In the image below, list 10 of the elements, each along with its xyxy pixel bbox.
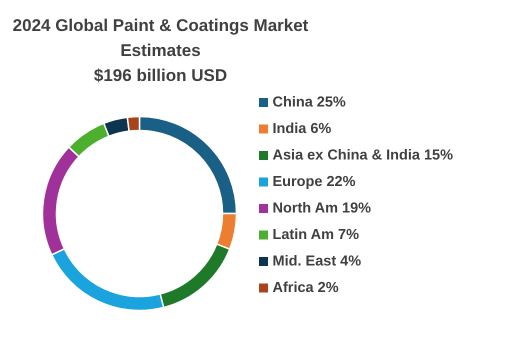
legend-label: North Am 19%: [272, 200, 372, 216]
legend-label: Latin Am 7%: [272, 227, 360, 243]
legend-label: Europe 22%: [272, 174, 356, 190]
chart-title: 2024 Global Paint & Coatings Market Estimates: [12, 16, 309, 60]
legend-label: Mid. East 4%: [272, 254, 362, 270]
legend-label: Africa 2%: [272, 280, 339, 296]
legend-label: India 6%: [272, 121, 332, 137]
chart-subtitle: $196 billion USD: [94, 66, 228, 85]
legend-label: Asia ex China & India 15%: [272, 148, 454, 164]
legend-label: China 25%: [272, 94, 346, 110]
